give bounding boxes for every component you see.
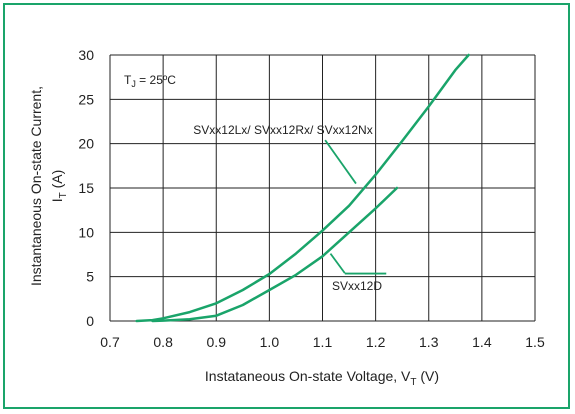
- grid: [109, 54, 536, 322]
- y-tick-label: 0: [86, 313, 94, 329]
- x-tick-label: 0.8: [153, 334, 173, 350]
- annotations: SVxx12Lx/ SVxx12Rx/ SVxx12Nx SVxx12D: [193, 123, 387, 293]
- y-axis-label-line-2: IT (A): [49, 170, 69, 203]
- series-line-0: [135, 53, 470, 323]
- x-tick-label: 1.3: [419, 334, 439, 350]
- y-tick-label: 10: [78, 224, 94, 240]
- series-line-1: [151, 186, 399, 323]
- x-tick-label: 1.1: [313, 334, 333, 350]
- annotation-leader-d: [329, 253, 346, 274]
- x-tick-label: 1.5: [525, 334, 545, 350]
- x-tick-label: 0.9: [207, 334, 227, 350]
- series-lines: [135, 53, 470, 323]
- x-tick-label: 1.0: [260, 334, 280, 350]
- x-tick-label: 1.4: [472, 334, 492, 350]
- x-tick-label: 1.2: [366, 334, 386, 350]
- y-tick-label: 20: [78, 136, 94, 152]
- y-tick-label: 25: [78, 91, 94, 107]
- chart-frame: [3, 3, 570, 409]
- x-tick-labels: 0.7 0.8 0.9 1.0 1.1 1.2 1.3 1.4 1.5: [100, 334, 545, 350]
- x-tick-label: 0.7: [100, 334, 120, 350]
- y-tick-label: 30: [78, 47, 94, 63]
- y-axis-label-line-1: Instantaneous On-state Current,: [28, 86, 44, 286]
- annotation-d-label: SVxx12D: [332, 279, 382, 293]
- annotation-leader-lx: [324, 139, 357, 185]
- y-tick-label: 5: [86, 269, 94, 285]
- junction-temperature-label: TJ = 25ºC: [124, 73, 176, 89]
- y-tick-label: 15: [78, 180, 94, 196]
- annotation-lx-label: SVxx12Lx/ SVxx12Rx/ SVxx12Nx: [193, 123, 372, 137]
- x-axis-label: Instataneous On-state Voltage, VT (V): [205, 368, 439, 388]
- y-tick-labels: 0 5 10 15 20 25 30: [78, 47, 94, 329]
